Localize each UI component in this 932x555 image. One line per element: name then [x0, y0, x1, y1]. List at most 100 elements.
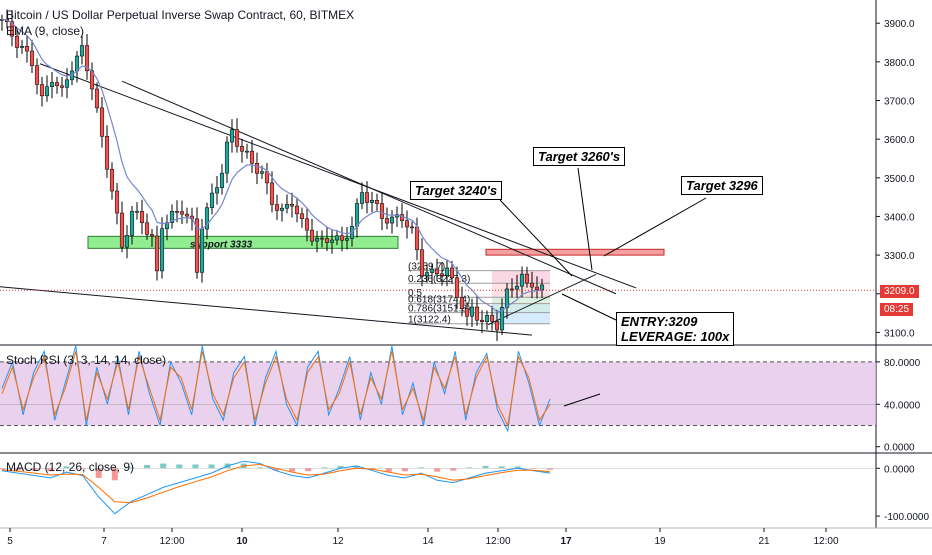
x-tick-label: 12:00	[485, 536, 510, 547]
candle	[290, 204, 294, 206]
x-tick-label: 12:00	[159, 536, 184, 547]
candle	[105, 136, 109, 169]
candle	[155, 236, 159, 271]
macd-histogram-bar	[483, 466, 489, 468]
candle	[315, 238, 319, 241]
candle	[125, 235, 129, 247]
candle	[470, 307, 474, 316]
last-price-tag: 3209.0	[880, 285, 919, 298]
candle	[135, 211, 139, 212]
target-3240-label: Target 3240's	[410, 181, 502, 200]
target-3296-label: Target 3296	[681, 176, 763, 195]
candle	[110, 169, 114, 191]
y-tick-label: 3500.0	[884, 174, 915, 185]
y-tick-label: 3400.0	[884, 212, 915, 223]
candle	[380, 203, 384, 218]
candle	[120, 213, 124, 247]
candle	[525, 274, 529, 283]
candle	[415, 227, 419, 250]
candle	[480, 320, 484, 321]
candle	[445, 268, 449, 276]
candle	[130, 211, 134, 235]
stoch-rsi-label[interactable]: Stoch RSI (3, 3, 14, 14, close)	[6, 353, 166, 367]
candle	[335, 236, 339, 240]
candle	[410, 227, 414, 228]
y-tick-label: 3300.0	[884, 251, 915, 262]
candle	[185, 214, 189, 216]
candle	[430, 269, 434, 273]
x-tick-label: 7	[101, 536, 107, 547]
fib-band	[492, 297, 550, 303]
candle	[340, 236, 344, 241]
candle	[475, 307, 479, 320]
y-tick-label: 3800.0	[884, 58, 915, 69]
candle	[80, 45, 84, 56]
x-tick-label: 17	[560, 536, 572, 547]
candle	[50, 83, 54, 87]
entry-leverage-box: ENTRY:3209 LEVERAGE: 100x	[616, 312, 734, 346]
candle	[150, 234, 154, 236]
candle	[160, 229, 164, 271]
macd-histogram-bar	[434, 468, 440, 471]
candle	[320, 238, 324, 239]
macd-histogram-bar	[176, 465, 182, 469]
candle	[365, 193, 369, 203]
x-tick-label: 19	[654, 536, 666, 547]
candle	[180, 212, 184, 215]
candle	[60, 86, 64, 88]
candle	[330, 240, 334, 242]
candle	[390, 217, 394, 223]
candle	[20, 46, 24, 47]
candle	[535, 287, 539, 290]
candle	[235, 130, 239, 147]
candle	[465, 309, 469, 316]
support-label: support 3333	[190, 239, 253, 250]
candle	[530, 283, 534, 287]
macd-histogram-bar	[402, 468, 408, 471]
candle	[300, 214, 304, 219]
candle	[440, 274, 444, 276]
stoch-y-tick-label: 40.0000	[884, 400, 921, 411]
candle	[65, 80, 69, 88]
y-tick-label: 3900.0	[884, 19, 915, 30]
candle	[75, 56, 79, 71]
macd-histogram-bar	[209, 465, 215, 469]
x-tick-label: 12	[332, 536, 344, 547]
candle	[225, 142, 229, 173]
y-tick-label: 3700.0	[884, 96, 915, 107]
candle	[145, 223, 149, 235]
candle	[360, 193, 364, 204]
y-tick-label: 3600.0	[884, 135, 915, 146]
candle	[325, 239, 329, 243]
stoch-y-tick-label: 0.0000	[884, 443, 915, 454]
candle	[520, 274, 524, 286]
macd-histogram-bar	[305, 468, 311, 471]
candle	[425, 273, 429, 276]
macd-histogram-bar	[160, 464, 166, 469]
macd-histogram-bar	[499, 466, 505, 468]
candle	[210, 193, 214, 208]
macd-label[interactable]: MACD (12, 26, close, 9)	[6, 460, 134, 474]
candle	[460, 297, 464, 308]
candle	[280, 208, 284, 210]
candle	[230, 130, 234, 142]
x-tick-label: 5	[7, 536, 13, 547]
candle	[245, 151, 249, 152]
candle	[305, 219, 309, 230]
x-tick-label: 10	[236, 536, 248, 547]
candle	[485, 315, 489, 321]
target-3260-label: Target 3260's	[533, 147, 625, 166]
y-tick-label: 3100.0	[884, 328, 915, 339]
macd-histogram-bar	[450, 468, 456, 470]
candle	[250, 151, 254, 163]
candle	[375, 200, 379, 203]
candle	[275, 204, 279, 210]
candle	[25, 46, 29, 51]
candle	[220, 173, 224, 188]
ema-label[interactable]: EMA (9, close)	[6, 24, 84, 38]
candle	[240, 146, 244, 151]
candle	[200, 229, 204, 272]
macd-y-tick-label: 0.0000	[884, 464, 915, 475]
